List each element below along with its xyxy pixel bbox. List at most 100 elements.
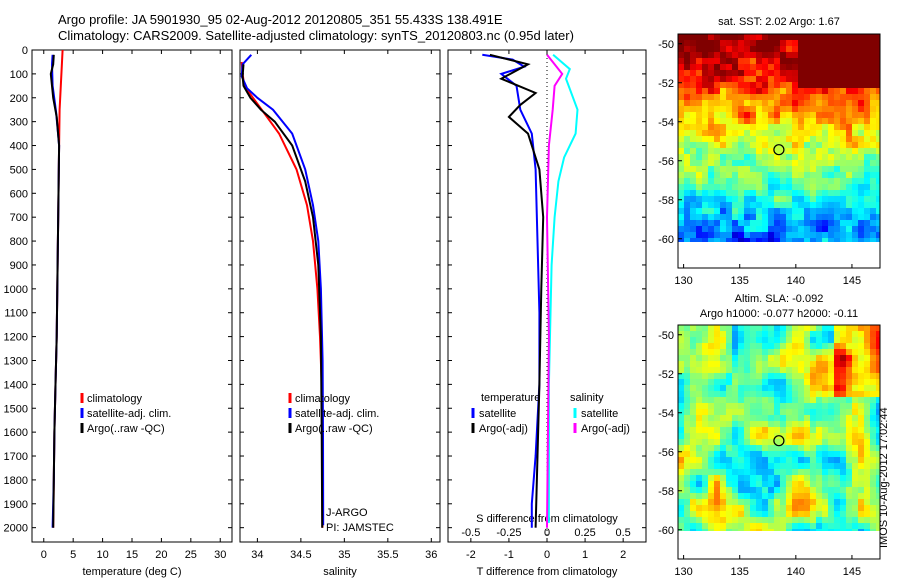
sla_map-cell: [822, 481, 828, 487]
sla_map-cell: [864, 331, 870, 337]
sst_map-cell: [750, 82, 756, 88]
sst_map-cell: [708, 136, 714, 142]
sst_map-cell: [870, 202, 876, 208]
sla_map-cell: [858, 463, 864, 469]
sst_map-cell: [708, 106, 714, 112]
sst_map-cell: [678, 208, 684, 214]
sla_map-cell: [684, 385, 690, 391]
sla_map-cell: [864, 415, 870, 421]
sst_map-cell: [810, 118, 816, 124]
sst_map-cell: [846, 190, 852, 196]
sst_map-cell: [876, 100, 880, 106]
sst_map-cell: [768, 82, 774, 88]
sla_map-cell: [804, 409, 810, 415]
sla_map-cell: [726, 445, 732, 451]
sla_map-cell: [720, 433, 726, 439]
sla_map-cell: [756, 505, 762, 511]
sla_map-cell: [864, 493, 870, 499]
sst_map-cell: [762, 136, 768, 142]
sla_map-cell: [846, 433, 852, 439]
sla_map-cell: [696, 445, 702, 451]
sst_map-float-marker: [773, 144, 785, 156]
sla_map-cell: [840, 367, 846, 373]
sst_map-cell: [804, 238, 810, 242]
sst_map-cell: [870, 64, 876, 70]
sla_map-cell: [798, 409, 804, 415]
sst_map-cell: [744, 172, 750, 178]
sst_map-cell: [804, 70, 810, 76]
sst_map-cell: [834, 88, 840, 94]
sst_map-cell: [846, 124, 852, 130]
sla_map-cell: [720, 391, 726, 397]
sst_map-cell: [804, 208, 810, 214]
sla_map-cell: [876, 355, 880, 361]
sla_map-ytick-label: -58: [658, 486, 674, 498]
sla_map-cell: [870, 469, 876, 475]
sla_map-cell: [750, 445, 756, 451]
salinity-legend-label: climatology: [295, 393, 351, 405]
sst_map-cell: [852, 214, 858, 220]
sla_map-cell: [738, 379, 744, 385]
sla_map-cell: [774, 325, 780, 331]
sla_map-cell: [828, 385, 834, 391]
sst_map-cell: [786, 64, 792, 70]
sst_map-cell: [726, 238, 732, 242]
sst_map-cell: [846, 220, 852, 226]
sla_map-cell: [750, 475, 756, 481]
sla_map-cell: [852, 481, 858, 487]
sla_map-cell: [804, 355, 810, 361]
sst_map-cell: [738, 106, 744, 112]
sst_map-cell: [720, 118, 726, 124]
sst_map-cell: [810, 202, 816, 208]
sla_map-cell: [804, 397, 810, 403]
sla_map-cell: [870, 409, 876, 415]
sla_map-cell: [846, 523, 852, 529]
sst_map-cell: [684, 214, 690, 220]
sla_map-cell: [834, 457, 840, 463]
sla_map-cell: [702, 433, 708, 439]
sst_map-cell: [852, 178, 858, 184]
sst_map-cell: [792, 166, 798, 172]
sla_map-cell: [678, 325, 684, 331]
sst_map-cell: [864, 58, 870, 64]
sla_map-cell: [858, 421, 864, 427]
depth-tick-label: 1100: [4, 308, 28, 320]
sst_map-cell: [732, 148, 738, 154]
sst_map-cell: [798, 178, 804, 184]
sla_map-cell: [786, 469, 792, 475]
sla_map-cell: [846, 493, 852, 499]
sla_map-cell: [876, 379, 880, 385]
sst_map-cell: [708, 226, 714, 232]
sst_map-cell: [726, 178, 732, 184]
sst_map-cell: [858, 220, 864, 226]
sla_map-cell: [792, 361, 798, 367]
sst_map-cell: [822, 136, 828, 142]
sla_map-cell: [786, 367, 792, 373]
sla_map-cell: [732, 355, 738, 361]
sla_map-cell: [708, 403, 714, 409]
sla_map-cell: [774, 385, 780, 391]
sst_map-cell: [786, 76, 792, 82]
sst_map-cell: [744, 118, 750, 124]
sst_map-cell: [696, 46, 702, 52]
sst_map-cell: [822, 226, 828, 232]
sst_map-cell: [870, 136, 876, 142]
sla_map-cell: [738, 361, 744, 367]
sst_map-cell: [684, 238, 690, 242]
sst_map-cell: [696, 40, 702, 46]
sst_map-cell: [762, 226, 768, 232]
sla_map-cell: [762, 403, 768, 409]
sla_map-cell: [678, 361, 684, 367]
sst_map-cell: [846, 196, 852, 202]
sla_map-cell: [702, 517, 708, 523]
sla_map-cell: [810, 397, 816, 403]
sla_map-cell: [834, 397, 840, 403]
sst_map-cell: [810, 34, 816, 40]
sst_map-cell: [702, 232, 708, 238]
differences-xtick-label: 0: [544, 549, 550, 561]
sla_map-cell: [870, 445, 876, 451]
sst_map-cell: [804, 88, 810, 94]
sst_map-cell: [690, 232, 696, 238]
sla_map-cell: [762, 325, 768, 331]
sst_map-cell: [720, 142, 726, 148]
